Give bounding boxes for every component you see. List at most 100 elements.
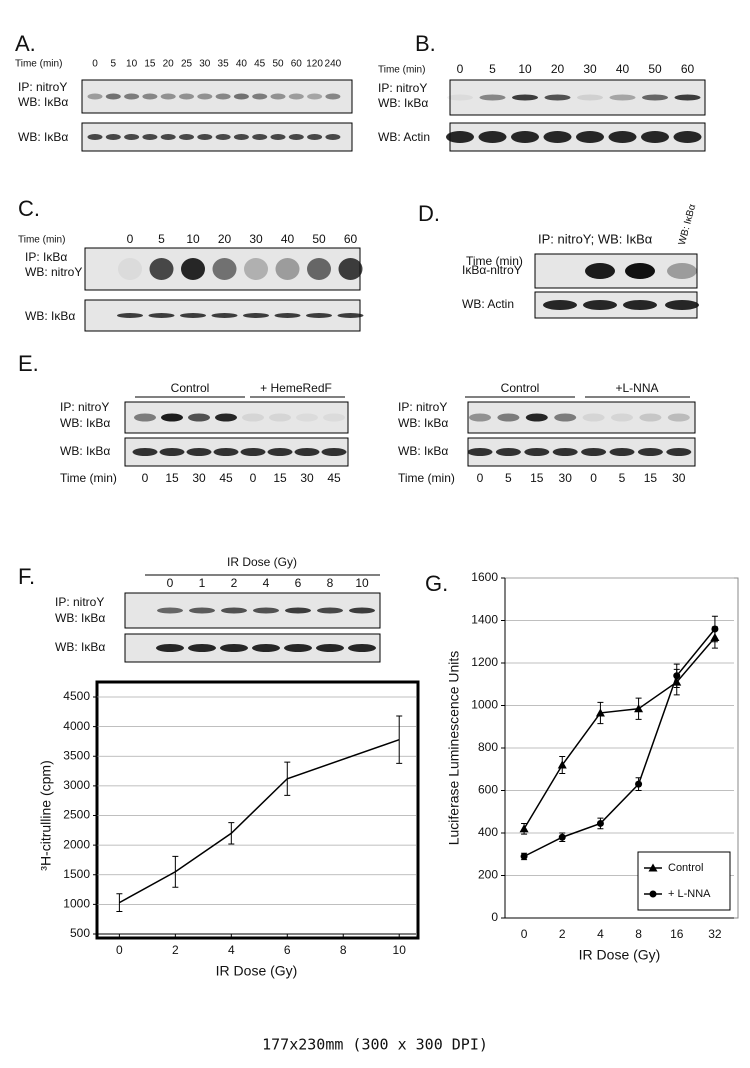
error-bar bbox=[228, 822, 235, 845]
time-label: 20 bbox=[218, 232, 232, 246]
time-label: 30 bbox=[583, 62, 597, 76]
time-label: 30 bbox=[192, 471, 206, 485]
time-label: 0 bbox=[590, 471, 597, 485]
band bbox=[511, 131, 539, 143]
panel-label: G. bbox=[425, 571, 448, 596]
band bbox=[639, 413, 662, 422]
band bbox=[641, 131, 669, 143]
marker bbox=[711, 625, 719, 633]
y-tick-label: 3500 bbox=[63, 748, 90, 762]
label: WB: IκBα bbox=[677, 203, 699, 247]
band bbox=[323, 413, 345, 422]
band bbox=[159, 448, 185, 456]
y-tick-label: 0 bbox=[491, 910, 498, 924]
band bbox=[348, 644, 376, 652]
time-label: 120 bbox=[306, 59, 323, 70]
panel-label: E. bbox=[18, 351, 39, 376]
band bbox=[583, 300, 617, 310]
band bbox=[554, 413, 577, 422]
band bbox=[188, 644, 216, 652]
band bbox=[576, 131, 604, 143]
band bbox=[608, 131, 637, 143]
label: Time (min) bbox=[60, 471, 117, 485]
band bbox=[284, 644, 312, 652]
band bbox=[525, 413, 548, 422]
band bbox=[349, 607, 375, 614]
band bbox=[674, 94, 701, 101]
label: WB: IκBα bbox=[18, 130, 68, 144]
label: Time (min) bbox=[378, 65, 425, 76]
time-label: 30 bbox=[199, 59, 211, 70]
band bbox=[321, 448, 347, 456]
y-tick-label: 800 bbox=[478, 740, 498, 754]
label: Time (min) bbox=[15, 59, 62, 70]
band bbox=[87, 93, 103, 100]
time-label: 30 bbox=[249, 232, 263, 246]
label: WB: Actin bbox=[378, 130, 430, 144]
y-tick-label: 4500 bbox=[63, 689, 90, 703]
band bbox=[577, 94, 603, 101]
time-label: 15 bbox=[530, 471, 544, 485]
band bbox=[307, 258, 331, 280]
x-tick-label: 4 bbox=[597, 927, 604, 941]
time-label: 50 bbox=[312, 232, 326, 246]
label: WB: IκBα bbox=[60, 416, 110, 430]
marker bbox=[595, 708, 605, 717]
y-axis-label: Luciferase Luminescence Units bbox=[446, 651, 462, 846]
time-label: 60 bbox=[344, 232, 358, 246]
y-tick-label: 2500 bbox=[63, 808, 90, 822]
band bbox=[160, 134, 176, 140]
y-tick-label: 200 bbox=[478, 868, 498, 882]
time-label: 60 bbox=[681, 62, 695, 76]
band bbox=[316, 644, 344, 652]
x-tick-label: 2 bbox=[172, 943, 179, 957]
band bbox=[338, 258, 363, 280]
label: WB: nitroY bbox=[25, 265, 82, 279]
band bbox=[469, 413, 491, 422]
band bbox=[252, 93, 268, 100]
band bbox=[124, 134, 140, 140]
chart-frame bbox=[95, 680, 420, 940]
band bbox=[105, 134, 121, 140]
band bbox=[467, 448, 493, 456]
label: IκBα-nitroY bbox=[462, 263, 522, 277]
band bbox=[161, 413, 183, 422]
band bbox=[611, 413, 633, 422]
label: Time (min) bbox=[466, 254, 523, 268]
label: WB: IκBα bbox=[60, 444, 110, 458]
band bbox=[270, 93, 286, 100]
time-label: 5 bbox=[158, 232, 165, 246]
x-tick-label: 2 bbox=[559, 927, 566, 941]
label: WB: IκBα bbox=[398, 444, 448, 458]
y-tick-label: 1000 bbox=[471, 698, 498, 712]
band bbox=[233, 134, 249, 140]
band bbox=[132, 448, 158, 456]
y-tick-label: 1400 bbox=[471, 613, 498, 627]
band bbox=[285, 607, 311, 614]
band bbox=[124, 93, 140, 100]
time-label: 20 bbox=[163, 59, 175, 70]
marker bbox=[520, 852, 528, 860]
label: WB: Actin bbox=[462, 297, 514, 311]
band bbox=[337, 313, 364, 318]
legend-label: Control bbox=[668, 862, 703, 874]
time-label: 30 bbox=[559, 471, 573, 485]
label: WB: IκBα bbox=[398, 416, 448, 430]
band bbox=[543, 131, 572, 143]
band bbox=[149, 258, 174, 280]
dose-label: 8 bbox=[327, 576, 334, 590]
marker bbox=[673, 672, 681, 680]
time-label: 30 bbox=[672, 471, 686, 485]
panel-label: A. bbox=[15, 31, 36, 56]
band bbox=[544, 94, 571, 101]
band bbox=[495, 448, 521, 456]
band bbox=[220, 644, 248, 652]
x-tick-label: 32 bbox=[708, 927, 722, 941]
time-label: 10 bbox=[518, 62, 532, 76]
band bbox=[306, 313, 332, 318]
band bbox=[497, 413, 520, 422]
label: WB: IκBα bbox=[55, 611, 105, 625]
time-label: 40 bbox=[236, 59, 248, 70]
band bbox=[625, 263, 655, 279]
